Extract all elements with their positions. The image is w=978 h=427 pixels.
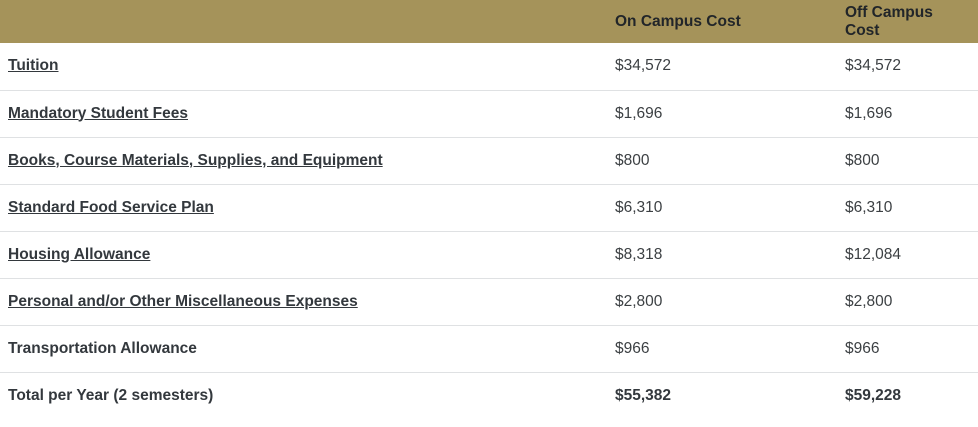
on-campus-cost-cell: $6,310 — [607, 183, 837, 231]
table-header: On Campus Cost Off Campus Cost — [0, 0, 978, 43]
on-campus-total-cell: $55,382 — [607, 371, 837, 419]
off-campus-cost-cell: $800 — [837, 136, 978, 184]
on-campus-cost-cell: $34,572 — [607, 43, 837, 90]
row-label-cell: Mandatory Student Fees — [0, 89, 607, 137]
table-row-food-plan: Standard Food Service Plan $6,310 $6,310 — [0, 183, 978, 231]
row-label-cell: Personal and/or Other Miscellaneous Expe… — [0, 277, 607, 325]
table-row-mandatory-fees: Mandatory Student Fees $1,696 $1,696 — [0, 89, 978, 137]
row-label-cell: Tuition — [0, 43, 607, 90]
on-campus-cost-cell: $800 — [607, 136, 837, 184]
on-campus-cost-cell: $8,318 — [607, 230, 837, 278]
table-row-books: Books, Course Materials, Supplies, and E… — [0, 136, 978, 184]
column-header-on-campus: On Campus Cost — [607, 0, 837, 43]
off-campus-cost-cell: $2,800 — [837, 277, 978, 325]
on-campus-cost-cell: $966 — [607, 324, 837, 372]
column-header-off-campus: Off Campus Cost — [837, 0, 978, 43]
table-row-housing: Housing Allowance $8,318 $12,084 — [0, 230, 978, 278]
total-per-year-label: Total per Year (2 semesters) — [8, 386, 214, 404]
column-header-blank — [0, 0, 607, 43]
table-row-transportation: Transportation Allowance $966 $966 — [0, 324, 978, 372]
tuition-link[interactable]: Tuition — [8, 57, 59, 75]
off-campus-total-cell: $59,228 — [837, 371, 978, 419]
food-service-plan-link[interactable]: Standard Food Service Plan — [8, 198, 214, 216]
books-materials-link[interactable]: Books, Course Materials, Supplies, and E… — [8, 151, 383, 169]
on-campus-cost-cell: $1,696 — [607, 89, 837, 137]
personal-misc-expenses-link[interactable]: Personal and/or Other Miscellaneous Expe… — [8, 292, 358, 310]
row-label-cell: Total per Year (2 semesters) — [0, 371, 607, 419]
row-label-cell: Transportation Allowance — [0, 324, 607, 372]
table-row-tuition: Tuition $34,572 $34,572 — [0, 43, 978, 90]
row-label-cell: Standard Food Service Plan — [0, 183, 607, 231]
off-campus-cost-cell: $966 — [837, 324, 978, 372]
mandatory-student-fees-link[interactable]: Mandatory Student Fees — [8, 104, 188, 122]
off-campus-cost-cell: $1,696 — [837, 89, 978, 137]
off-campus-cost-cell: $12,084 — [837, 230, 978, 278]
row-label-cell: Books, Course Materials, Supplies, and E… — [0, 136, 607, 184]
off-campus-cost-cell: $6,310 — [837, 183, 978, 231]
table-row-personal-misc: Personal and/or Other Miscellaneous Expe… — [0, 277, 978, 325]
on-campus-cost-cell: $2,800 — [607, 277, 837, 325]
housing-allowance-link[interactable]: Housing Allowance — [8, 245, 151, 263]
table-row-total: Total per Year (2 semesters) $55,382 $59… — [0, 371, 978, 419]
transportation-allowance-label: Transportation Allowance — [8, 339, 197, 357]
header-row: On Campus Cost Off Campus Cost — [0, 0, 978, 43]
off-campus-cost-cell: $34,572 — [837, 43, 978, 90]
row-label-cell: Housing Allowance — [0, 230, 607, 278]
